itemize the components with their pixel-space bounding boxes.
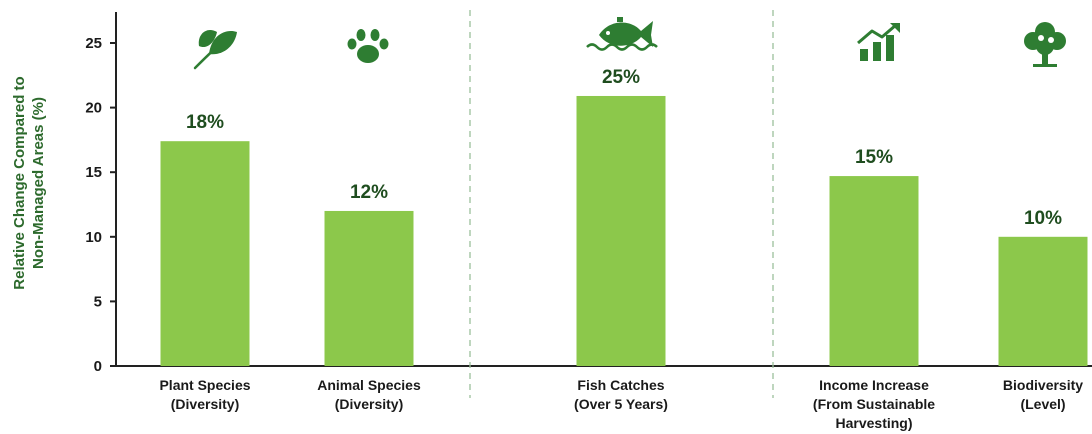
category-label: Income Increase (From Sustainable Harvesti… bbox=[813, 377, 935, 431]
bar bbox=[160, 141, 250, 366]
category-label-line: Income Increase bbox=[819, 377, 929, 393]
group-separators bbox=[469, 10, 774, 398]
y-axis-title-line: Non-Managed Areas (%) bbox=[30, 97, 47, 269]
category-label-line: (Diversity) bbox=[171, 396, 239, 412]
category-label-line: (From Sustainable bbox=[813, 396, 935, 412]
leaf-icon bbox=[193, 29, 237, 70]
category-label: Animal Species (Diversity) bbox=[317, 377, 421, 412]
category-label: Biodiversity (Level) bbox=[1003, 377, 1083, 412]
y-tick-label: 15 bbox=[85, 164, 102, 181]
bars bbox=[160, 95, 1088, 367]
category-label-line: Fish Catches bbox=[577, 377, 664, 393]
fish-icon bbox=[586, 17, 658, 51]
y-tick-label: 10 bbox=[85, 229, 102, 246]
category-label: Fish Catches (Over 5 Years) bbox=[574, 377, 668, 412]
y-tick-label: 5 bbox=[94, 293, 102, 310]
category-label-line: Harvesting) bbox=[835, 415, 912, 431]
axes: 0 5 10 15 20 25 bbox=[85, 12, 1092, 375]
y-axis-title: Relative Change Compared to Non-Managed A… bbox=[11, 76, 47, 289]
category-icons bbox=[193, 17, 1066, 70]
y-axis-title-text: Relative Change Compared to Non-Managed A… bbox=[11, 76, 47, 289]
category-label-line: (Level) bbox=[1020, 396, 1065, 412]
data-labels: 18% 12% 25% 15% 10% bbox=[186, 67, 1062, 229]
data-label: 25% bbox=[602, 67, 640, 88]
y-tick-label: 20 bbox=[85, 100, 102, 117]
paw-icon bbox=[347, 29, 389, 63]
data-label: 18% bbox=[186, 112, 224, 133]
category-label-line: Plant Species bbox=[159, 377, 250, 393]
bar bbox=[576, 95, 666, 367]
bar bbox=[324, 210, 414, 366]
data-label: 12% bbox=[350, 182, 388, 203]
bar bbox=[998, 236, 1088, 366]
category-labels: Plant Species (Diversity) Animal Species (D… bbox=[159, 377, 1083, 431]
category-label-line: Biodiversity bbox=[1003, 377, 1083, 393]
category-label-line: (Over 5 Years) bbox=[574, 396, 668, 412]
data-label: 15% bbox=[855, 147, 893, 168]
y-axis-title-line: Relative Change Compared to bbox=[11, 76, 28, 289]
data-label: 10% bbox=[1024, 208, 1062, 229]
tree-icon bbox=[1024, 22, 1066, 67]
y-tick-label: 25 bbox=[85, 35, 102, 52]
bar bbox=[829, 176, 919, 366]
category-label-line: Animal Species bbox=[317, 377, 421, 393]
y-tick-label: 0 bbox=[94, 358, 102, 375]
category-label: Plant Species (Diversity) bbox=[159, 377, 250, 412]
category-label-line: (Diversity) bbox=[335, 396, 403, 412]
growth-chart-icon bbox=[857, 23, 900, 61]
